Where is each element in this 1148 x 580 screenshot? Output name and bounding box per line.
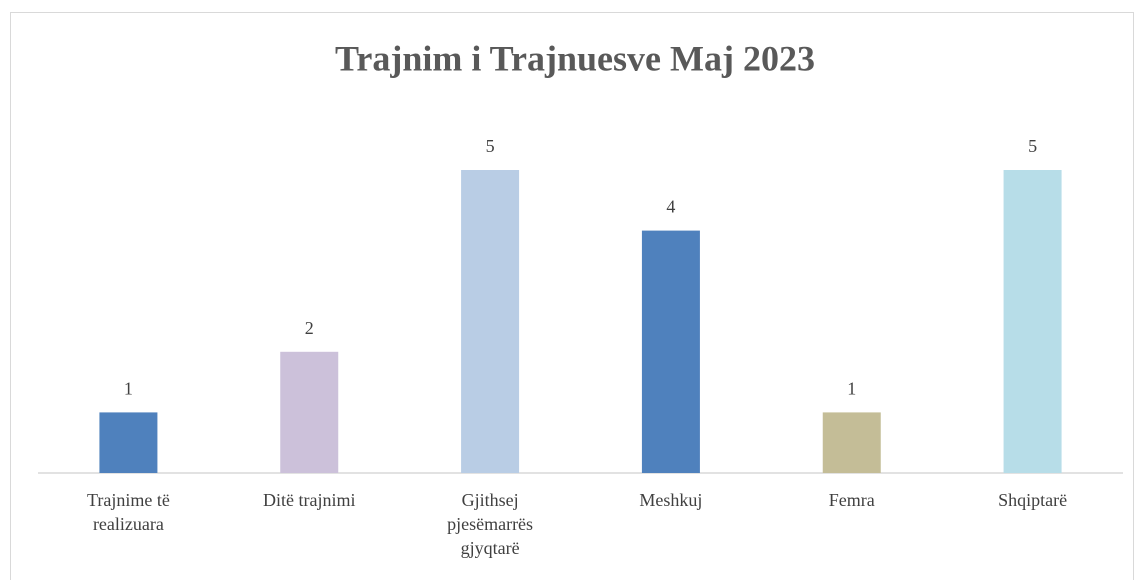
bar bbox=[461, 170, 520, 473]
x-tick-label: Shqiptarë bbox=[998, 490, 1068, 510]
data-label: 1 bbox=[124, 379, 133, 399]
data-label: 5 bbox=[1028, 136, 1037, 156]
chart-title: Trajnim i Trajnuesve Maj 2023 bbox=[335, 38, 815, 78]
bar bbox=[280, 351, 339, 473]
data-label: 2 bbox=[305, 318, 314, 338]
data-label: 1 bbox=[847, 379, 856, 399]
bar bbox=[99, 412, 158, 473]
data-label: 4 bbox=[666, 197, 675, 217]
chart-frame bbox=[10, 12, 1134, 580]
x-tick-label: Trajnime të realizuara bbox=[86, 490, 170, 534]
data-label: 5 bbox=[486, 136, 495, 156]
x-tick-label: Femra bbox=[828, 490, 875, 510]
bar bbox=[822, 412, 881, 473]
bar bbox=[1003, 170, 1062, 473]
x-tick-label: Meshkuj bbox=[639, 490, 703, 510]
bar bbox=[641, 230, 700, 473]
x-tick-label: Ditë trajnimi bbox=[263, 490, 356, 510]
x-tick-label: Gjithsej pjesëmarrës gjyqtarë bbox=[447, 490, 534, 558]
